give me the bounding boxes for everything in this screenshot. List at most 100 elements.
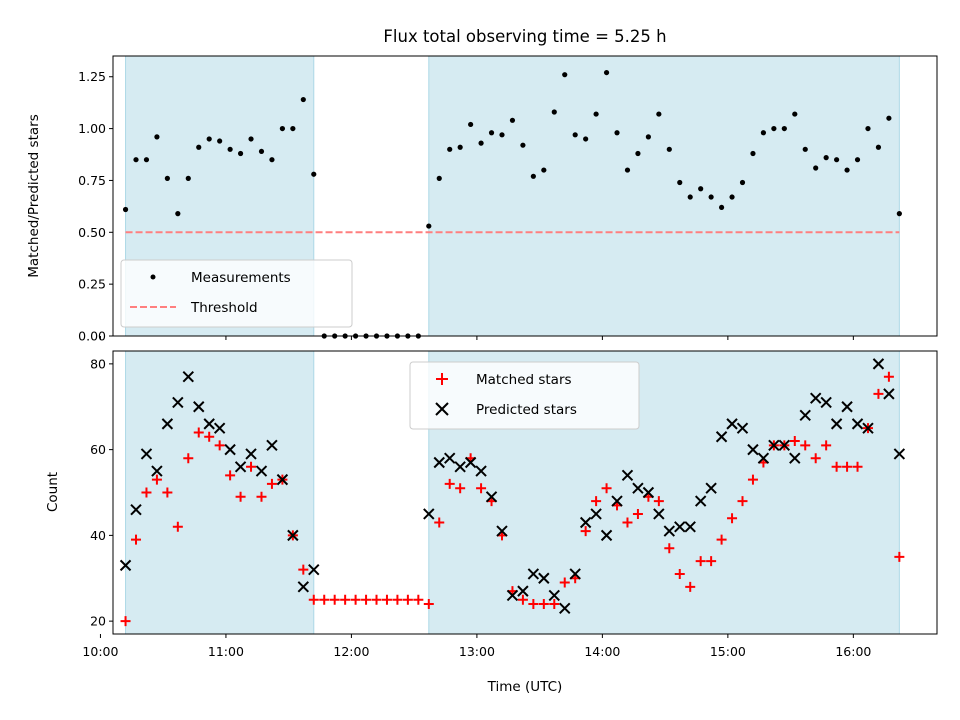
matched-star-point xyxy=(716,534,727,545)
y-tick-label: 1.25 xyxy=(78,69,106,84)
top-legend-box xyxy=(120,259,353,328)
measurement-point xyxy=(164,175,170,181)
predicted-star-point xyxy=(883,388,895,400)
matched-star-point xyxy=(664,543,675,554)
measurement-point xyxy=(645,134,651,140)
bottom-legend: Matched stars Predicted stars xyxy=(409,361,640,430)
matched-star-point xyxy=(120,616,131,627)
predicted-star-point xyxy=(506,589,519,602)
predicted-star-point xyxy=(579,516,592,529)
predicted-star-point xyxy=(266,439,278,452)
predicted-star-point xyxy=(182,371,194,383)
matched-star-point xyxy=(842,461,853,472)
predicted-star-point xyxy=(569,568,581,580)
legend-threshold-label: Threshold xyxy=(190,300,258,316)
predicted-star-point xyxy=(130,503,142,516)
measurement-point xyxy=(666,146,672,152)
measurement-point xyxy=(217,138,223,144)
shaded-interval xyxy=(428,56,900,336)
matched-star-point xyxy=(674,568,685,579)
matched-star-point xyxy=(381,594,392,605)
predicted-star-point xyxy=(485,491,498,503)
measurement-point xyxy=(739,179,746,186)
predicted-star-point xyxy=(213,422,226,434)
measurement-point xyxy=(834,157,840,163)
predicted-star-point xyxy=(287,529,299,542)
matched-star-point xyxy=(455,483,466,494)
y-tick-label: 40 xyxy=(90,528,106,543)
predicted-star-point xyxy=(820,396,832,409)
measurement-point xyxy=(300,96,306,103)
measurement-point xyxy=(499,132,505,138)
predicted-star-point xyxy=(799,409,811,422)
matched-star-point xyxy=(695,556,706,567)
measurement-point xyxy=(551,109,557,115)
measurement-point xyxy=(771,125,777,132)
predicted-star-point xyxy=(768,439,780,452)
measurement-point xyxy=(133,157,139,163)
measurement-point xyxy=(520,142,526,148)
matched-star-point xyxy=(476,483,487,494)
matched-star-point xyxy=(737,496,748,507)
x-tick-label: 15:00 xyxy=(710,644,746,659)
measurement-point xyxy=(122,206,129,213)
top-panel: 0.00 0.25 0.50 0.75 1.00 1.25 Flux total obse… xyxy=(26,27,938,344)
matched-star-point xyxy=(225,470,236,481)
predicted-star-point xyxy=(276,473,289,486)
matched-star-point xyxy=(235,491,246,502)
measurement-point xyxy=(426,223,432,229)
predicted-star-point xyxy=(809,392,822,404)
measurement-point xyxy=(593,111,599,117)
measurement-point xyxy=(687,194,693,200)
matched-star-point xyxy=(298,564,309,575)
matched-star-point xyxy=(685,581,696,592)
predicted-star-point xyxy=(464,456,477,469)
predicted-star-point xyxy=(862,422,874,434)
predicted-star-point xyxy=(527,568,540,580)
matched-star-point xyxy=(800,440,811,451)
measurement-point xyxy=(488,130,495,136)
predicted-star-point xyxy=(736,422,749,434)
measurement-points xyxy=(122,69,902,339)
legend-matched-marker xyxy=(436,373,448,385)
y-tick-label: 20 xyxy=(90,614,106,629)
matched-star-point xyxy=(517,594,528,605)
measurement-point xyxy=(175,211,181,217)
predicted-star-point xyxy=(454,461,466,473)
measurement-point xyxy=(311,171,317,177)
predicted-star-point xyxy=(590,508,602,520)
matched-star-point xyxy=(214,440,225,451)
matched-star-point xyxy=(653,496,664,507)
measurement-point xyxy=(813,165,819,171)
matched-star-point xyxy=(727,513,738,524)
measurement-point xyxy=(583,136,589,142)
x-tick-label: 10:00 xyxy=(82,644,118,659)
matched-star-point xyxy=(622,517,633,528)
matched-star-point xyxy=(601,483,612,494)
measurement-point xyxy=(279,125,286,132)
bottom-legend-box xyxy=(409,361,640,430)
matched-star-point xyxy=(193,427,204,438)
matched-star-point xyxy=(162,487,173,498)
predicted-star-point xyxy=(496,525,508,537)
measurement-point xyxy=(729,194,735,200)
matched-star-point xyxy=(894,551,905,562)
predicted-star-point xyxy=(255,465,268,477)
predicted-star-point xyxy=(245,448,257,460)
measurement-point xyxy=(614,130,620,136)
x-tick-label: 12:00 xyxy=(333,644,369,659)
top-y-ticks: 0.00 0.25 0.50 0.75 1.00 1.25 xyxy=(78,69,113,344)
matched-star-point xyxy=(266,478,277,489)
matched-star-point xyxy=(350,594,361,605)
measurement-point xyxy=(154,134,160,140)
predicted-star-point xyxy=(308,563,320,576)
y-tick-label: 0.00 xyxy=(78,329,106,344)
measurement-point xyxy=(447,146,453,152)
predicted-star-point xyxy=(444,452,456,464)
predicted-star-point xyxy=(224,443,236,456)
measurement-point xyxy=(750,150,756,157)
matched-star-point xyxy=(632,508,643,519)
legend-predicted-label: Predicted stars xyxy=(476,402,577,418)
predicted-star-point xyxy=(119,559,132,572)
measurement-point xyxy=(624,167,631,173)
